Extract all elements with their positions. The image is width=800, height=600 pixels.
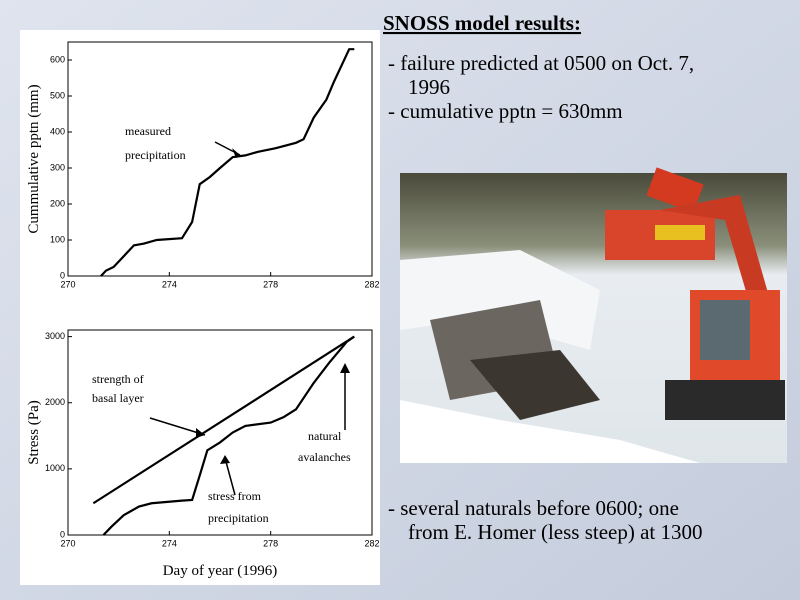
- annotation: basal layer: [92, 391, 144, 405]
- x-tick-label: 270: [60, 279, 75, 289]
- bullet-line: - cumulative pptn = 630mm: [388, 99, 623, 123]
- y-tick-label: 0: [60, 529, 65, 539]
- annotation: precipitation: [125, 148, 186, 162]
- slide-title: SNOSS model results:: [383, 11, 581, 35]
- y-axis-label: Stress (Pa): [26, 400, 42, 465]
- x-tick-label: 274: [162, 279, 177, 289]
- annotation: avalanches: [298, 450, 351, 464]
- bullet-line: - several naturals before 0600; one: [388, 496, 679, 520]
- data-line: [100, 48, 355, 277]
- bullet-line: - failure predicted at 0500 on Oct. 7,: [388, 51, 694, 75]
- photo: [400, 167, 787, 463]
- bullet-line: 1996: [408, 75, 450, 99]
- x-tick-label: 282: [364, 279, 379, 289]
- plot-frame: [67, 41, 373, 277]
- arrow-head: [340, 363, 350, 373]
- y-axis-label: Cummulative pptn (mm): [26, 84, 42, 233]
- y-tick-label: 600: [50, 54, 65, 64]
- annotation-arrow: [224, 457, 236, 496]
- annotation: natural: [308, 429, 342, 443]
- y-tick-label: 100: [50, 234, 65, 244]
- x-tick-label: 274: [162, 538, 177, 548]
- x-axis-label: Day of year (1996): [163, 563, 278, 579]
- x-tick-label: 278: [263, 279, 278, 289]
- x-tick-label: 270: [60, 538, 75, 548]
- arrow-head: [196, 428, 205, 438]
- figure-panel: [20, 30, 380, 585]
- y-tick-label: 0: [60, 270, 65, 280]
- data-line: [92, 335, 355, 505]
- annotation-arrow: [149, 417, 206, 436]
- y-tick-label: 3000: [45, 331, 65, 341]
- annotation: precipitation: [208, 511, 269, 525]
- y-tick-label: 1000: [45, 463, 65, 473]
- y-tick-label: 300: [50, 162, 65, 172]
- y-tick-label: 400: [50, 126, 65, 136]
- annotation: strength of: [92, 372, 144, 386]
- arrow-head: [232, 148, 240, 158]
- arrow-head: [220, 455, 230, 464]
- x-tick-label: 282: [364, 538, 379, 548]
- plot-frame: [67, 329, 373, 536]
- bullet-line: from E. Homer (less steep) at 1300: [408, 520, 703, 544]
- annotation: stress from: [208, 489, 262, 503]
- y-tick-label: 2000: [45, 397, 65, 407]
- y-tick-label: 500: [50, 90, 65, 100]
- y-tick-label: 200: [50, 198, 65, 208]
- annotation: measured: [125, 124, 171, 138]
- data-line: [102, 335, 355, 536]
- x-tick-label: 278: [263, 538, 278, 548]
